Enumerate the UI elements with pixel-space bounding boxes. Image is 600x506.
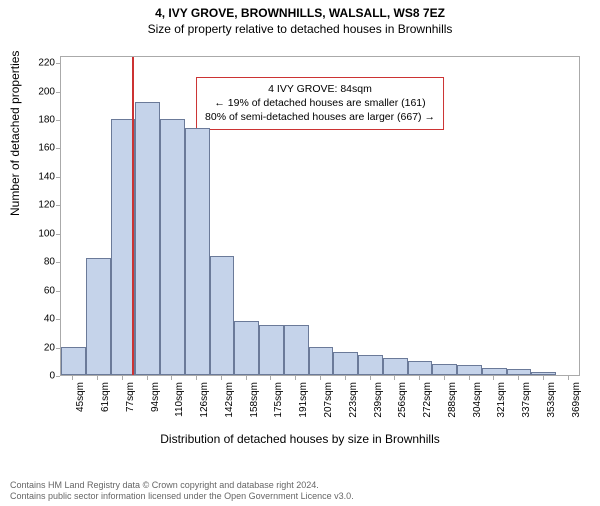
annotation-box: 4 IVY GROVE: 84sqm ← 19% of detached hou…	[196, 77, 444, 130]
histogram-bar	[531, 372, 556, 375]
y-axis-label: Number of detached properties	[8, 51, 22, 216]
x-tick-mark	[196, 376, 197, 380]
histogram-bar	[259, 325, 284, 375]
histogram-bar	[507, 369, 532, 375]
x-tick-label: 256sqm	[397, 382, 408, 418]
y-tick-mark	[56, 177, 60, 178]
x-tick-mark	[97, 376, 98, 380]
y-tick-label: 40	[0, 314, 55, 325]
histogram-bar	[160, 119, 185, 375]
chart-subtitle: Size of property relative to detached ho…	[0, 22, 600, 36]
y-tick-mark	[56, 92, 60, 93]
histogram-bar	[383, 358, 408, 375]
x-tick-mark	[147, 376, 148, 380]
x-tick-mark	[394, 376, 395, 380]
histogram-bar	[61, 347, 86, 375]
histogram-bar	[457, 365, 482, 375]
histogram-bar	[482, 368, 507, 375]
y-tick-mark	[56, 148, 60, 149]
x-tick-mark	[444, 376, 445, 380]
y-tick-label: 80	[0, 257, 55, 268]
y-tick-mark	[56, 262, 60, 263]
x-tick-label: 337sqm	[521, 382, 532, 418]
x-tick-label: 207sqm	[323, 382, 334, 418]
x-tick-mark	[543, 376, 544, 380]
histogram-bar	[210, 256, 235, 375]
chart-title: 4, IVY GROVE, BROWNHILLS, WALSALL, WS8 7…	[0, 6, 600, 20]
y-tick-mark	[56, 348, 60, 349]
y-tick-mark	[56, 376, 60, 377]
x-tick-mark	[345, 376, 346, 380]
y-tick-label: 120	[0, 200, 55, 211]
x-tick-label: 353sqm	[546, 382, 557, 418]
y-tick-mark	[56, 120, 60, 121]
x-tick-label: 223sqm	[348, 382, 359, 418]
x-tick-mark	[270, 376, 271, 380]
x-tick-label: 288sqm	[447, 382, 458, 418]
x-tick-mark	[295, 376, 296, 380]
x-tick-mark	[122, 376, 123, 380]
x-tick-mark	[469, 376, 470, 380]
x-tick-label: 94sqm	[150, 382, 161, 412]
x-tick-label: 158sqm	[249, 382, 260, 418]
x-tick-label: 126sqm	[199, 382, 210, 418]
annotation-line-1: 4 IVY GROVE: 84sqm	[205, 82, 435, 96]
y-tick-label: 200	[0, 86, 55, 97]
histogram-bar	[284, 325, 309, 375]
y-tick-mark	[56, 291, 60, 292]
x-tick-mark	[493, 376, 494, 380]
histogram-bar	[309, 347, 334, 375]
histogram-bar	[358, 355, 383, 375]
histogram-bar	[333, 352, 358, 375]
x-tick-label: 304sqm	[472, 382, 483, 418]
y-tick-label: 0	[0, 371, 55, 382]
x-tick-label: 321sqm	[496, 382, 507, 418]
property-marker-line	[132, 57, 134, 375]
x-tick-mark	[320, 376, 321, 380]
annotation-line-2: ← 19% of detached houses are smaller (16…	[205, 96, 435, 110]
x-tick-label: 110sqm	[174, 382, 185, 417]
histogram-bar	[185, 128, 210, 375]
x-tick-mark	[72, 376, 73, 380]
x-tick-label: 191sqm	[298, 382, 309, 418]
histogram-bar	[86, 258, 111, 375]
y-tick-label: 220	[0, 58, 55, 69]
y-tick-mark	[56, 319, 60, 320]
histogram-bar	[234, 321, 259, 375]
histogram-bar	[408, 361, 433, 375]
y-tick-mark	[56, 234, 60, 235]
plot-area: 4 IVY GROVE: 84sqm ← 19% of detached hou…	[60, 56, 580, 376]
histogram-bar	[432, 364, 457, 375]
y-tick-label: 180	[0, 115, 55, 126]
y-tick-label: 60	[0, 285, 55, 296]
x-tick-label: 239sqm	[373, 382, 384, 418]
x-tick-mark	[221, 376, 222, 380]
x-tick-mark	[518, 376, 519, 380]
x-tick-label: 272sqm	[422, 382, 433, 418]
y-tick-label: 160	[0, 143, 55, 154]
annotation-line-3: 80% of semi-detached houses are larger (…	[205, 110, 435, 124]
chart-container: Number of detached properties 4 IVY GROV…	[0, 46, 600, 466]
x-tick-label: 61sqm	[100, 382, 111, 412]
x-tick-label: 45sqm	[75, 382, 86, 412]
x-tick-label: 369sqm	[571, 382, 582, 418]
y-tick-mark	[56, 205, 60, 206]
y-tick-label: 100	[0, 228, 55, 239]
x-tick-mark	[246, 376, 247, 380]
y-tick-label: 140	[0, 171, 55, 182]
x-tick-mark	[171, 376, 172, 380]
y-tick-label: 20	[0, 342, 55, 353]
x-tick-label: 175sqm	[273, 382, 284, 418]
histogram-bar	[135, 102, 160, 375]
x-tick-label: 77sqm	[125, 382, 136, 412]
x-axis-label: Distribution of detached houses by size …	[0, 432, 600, 446]
footnote-line-2: Contains public sector information licen…	[10, 491, 590, 502]
x-tick-mark	[568, 376, 569, 380]
x-tick-mark	[370, 376, 371, 380]
x-tick-label: 142sqm	[224, 382, 235, 418]
y-tick-mark	[56, 63, 60, 64]
x-tick-mark	[419, 376, 420, 380]
footnote: Contains HM Land Registry data © Crown c…	[10, 480, 590, 503]
footnote-line-1: Contains HM Land Registry data © Crown c…	[10, 480, 590, 491]
